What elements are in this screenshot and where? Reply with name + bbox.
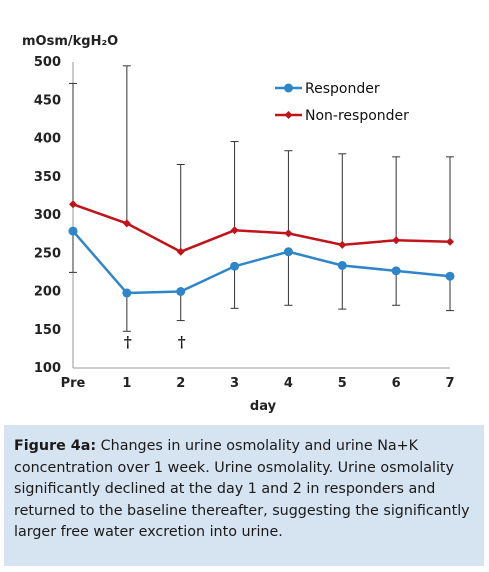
data-point-responder [68, 226, 78, 236]
y-tick-label: 250 [34, 246, 61, 261]
caption-text: Changes in urine osmolality and urine Na… [14, 438, 470, 540]
data-point-responder [230, 261, 240, 271]
y-tick-label: 150 [34, 323, 61, 338]
series-line-responder [72, 230, 451, 295]
y-tick-label: 200 [34, 285, 61, 300]
line-chart: mOsm/kgH₂O 100 150 200 250 300 350 400 450 500 P… [22, 34, 455, 414]
x-tick-label: 1 [122, 376, 131, 391]
data-point-responder [445, 271, 455, 281]
data-point-responder [283, 247, 293, 257]
data-point-non-responder [69, 200, 77, 209]
legend-swatch-marker [284, 83, 293, 93]
x-tick-labels: Pre 1 2 3 4 5 6 7 [61, 376, 455, 391]
dagger-annotation: † [124, 333, 132, 351]
series-lines [72, 203, 451, 295]
x-tick-label: 3 [230, 376, 239, 391]
data-point-non-responder [446, 237, 454, 246]
y-tick-label: 100 [34, 361, 61, 376]
x-tick-label: 7 [445, 376, 454, 391]
significance-annotations: † † [124, 333, 186, 351]
dagger-annotation: † [178, 333, 186, 351]
figure-caption: Figure 4a: Changes in urine osmolality a… [4, 425, 484, 566]
data-point-non-responder [392, 236, 401, 245]
x-tick-label: 6 [392, 376, 401, 391]
series-line-non-responder [72, 203, 451, 254]
data-point-responder [176, 287, 186, 296]
y-tick-label: 300 [34, 208, 61, 223]
y-tick-label: 400 [34, 132, 61, 147]
data-point-responder [337, 260, 347, 270]
y-tick-label: 350 [34, 170, 61, 185]
data-point-non-responder [122, 219, 131, 228]
data-point-non-responder [338, 240, 347, 249]
x-tick-label: 2 [176, 376, 185, 391]
y-tick-labels: 100 150 200 250 300 350 400 450 500 [34, 55, 61, 376]
x-tick-label: 5 [338, 376, 347, 391]
error-bars [69, 65, 454, 332]
y-axis-title: mOsm/kgH₂O [22, 34, 118, 49]
series-points [68, 200, 455, 298]
legend: Responder Non-responder [275, 81, 409, 124]
x-axis-title: day [250, 399, 277, 414]
y-tick-label: 500 [34, 55, 61, 70]
legend-label: Non-responder [305, 108, 409, 124]
legend-label: Responder [305, 81, 380, 97]
x-tick-label: Pre [61, 376, 86, 391]
data-point-responder [391, 266, 401, 276]
data-point-non-responder [176, 247, 185, 256]
data-point-responder [122, 288, 132, 298]
y-tick-label: 450 [34, 93, 61, 108]
caption-label: Figure 4a: [14, 438, 97, 454]
legend-swatch-marker [284, 111, 293, 119]
x-tick-label: 4 [284, 376, 293, 391]
data-point-non-responder [284, 229, 293, 238]
data-point-non-responder [230, 226, 239, 235]
